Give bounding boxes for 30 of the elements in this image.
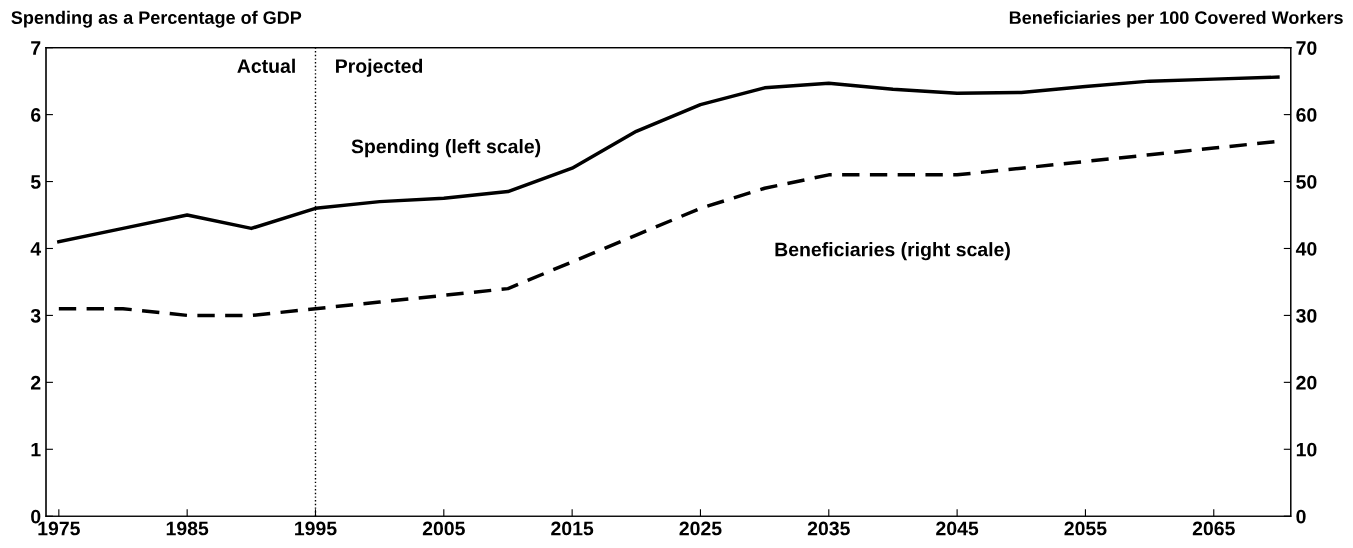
x-tick-label: 2065 bbox=[1192, 521, 1235, 536]
y-tick-label: 5 bbox=[30, 175, 41, 189]
x-tick-label: 2015 bbox=[551, 521, 594, 536]
y-tick-label: 3 bbox=[30, 308, 41, 323]
y-tick-label: 2 bbox=[31, 375, 41, 390]
y-tick-label: 1 bbox=[31, 442, 41, 457]
y2-tick-label: 70 bbox=[1296, 41, 1317, 55]
y2-tick-label: 20 bbox=[1296, 375, 1317, 390]
text: Beneficiaries (right scale) bbox=[775, 242, 1010, 261]
x-tick-label: 1985 bbox=[166, 521, 209, 536]
y2-tick-label: 40 bbox=[1295, 241, 1317, 256]
x-tick-label: 2055 bbox=[1064, 521, 1107, 536]
x-tick-label: 2045 bbox=[936, 521, 979, 536]
y2-tick-label: 0 bbox=[1296, 509, 1306, 524]
x-tick-label: 2025 bbox=[679, 521, 722, 536]
y2-tick-label: 50 bbox=[1296, 175, 1317, 189]
x-tick-label: 2005 bbox=[422, 521, 465, 536]
x-tick-label: 2035 bbox=[807, 521, 850, 536]
y-tick-label: 6 bbox=[31, 108, 41, 122]
series-label: Spending (left scale) bbox=[351, 139, 541, 158]
y2-tick-label: 60 bbox=[1296, 108, 1317, 122]
y-axis-title: Spending as a Percentage of GDP bbox=[11, 10, 302, 28]
y2-tick-label: 10 bbox=[1296, 442, 1317, 457]
y2-axis-title: Beneficiaries per 100 Covered Workers bbox=[1009, 10, 1343, 28]
annotation: Projected bbox=[336, 58, 423, 77]
annotation: Actual bbox=[237, 58, 295, 73]
y-tick-label: 4 bbox=[30, 242, 42, 256]
y-tick-label: 7 bbox=[31, 41, 41, 55]
x-tick-label: 1995 bbox=[295, 521, 337, 536]
y2-tick-label: 30 bbox=[1296, 308, 1317, 323]
